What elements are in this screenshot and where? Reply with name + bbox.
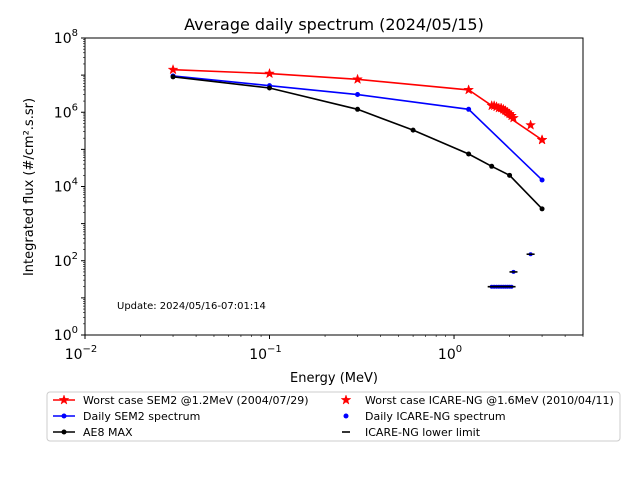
data-point	[489, 163, 495, 169]
legend-label: ICARE-NG lower limit	[365, 426, 481, 439]
series-3	[486, 99, 548, 145]
legend: Worst case SEM2 @1.2MeV (2004/07/29) Dail…	[46, 391, 621, 442]
x-tick-label: 100	[438, 344, 462, 363]
axis-ticks: 100 102 104 106 108 10−2 10−1 100	[54, 28, 584, 363]
legend-frame	[46, 391, 621, 442]
data-point	[355, 106, 361, 112]
data-point	[170, 74, 176, 80]
data-point	[507, 172, 513, 178]
y-tick-label: 106	[54, 102, 78, 121]
series-2	[170, 74, 545, 212]
legend-marker	[61, 429, 67, 435]
legend-marker	[58, 394, 70, 405]
y-tick-label: 108	[54, 28, 78, 47]
x-tick-label: 10−2	[65, 344, 98, 363]
legend-label: Daily ICARE-NG spectrum	[365, 410, 506, 423]
plot-frame	[84, 37, 584, 336]
legend-entry: Daily ICARE-NG spectrum	[343, 410, 506, 423]
data-point	[466, 151, 472, 157]
x-axis-label: Energy (MeV)	[290, 371, 378, 386]
data-point	[264, 67, 275, 79]
data-point	[463, 84, 475, 95]
data-point	[352, 73, 364, 84]
legend-entry: Worst case SEM2 @1.2MeV (2004/07/29)	[53, 394, 308, 407]
series-4	[489, 252, 533, 289]
data-point	[167, 63, 179, 75]
plot-area	[167, 63, 548, 289]
x-tick-label: 10−1	[249, 344, 282, 363]
y-tick-label: 104	[54, 177, 78, 196]
y-tick-label: 102	[54, 251, 78, 270]
data-point	[267, 85, 273, 91]
data-point	[508, 112, 519, 123]
data-point	[410, 127, 416, 133]
update-annotation: Update: 2024/05/16-07:01:14	[117, 301, 266, 312]
series-1	[170, 73, 545, 183]
series-5	[487, 253, 535, 288]
legend-label: Worst case ICARE-NG @1.6MeV (2010/04/11)	[365, 394, 614, 407]
legend-entry: Worst case ICARE-NG @1.6MeV (2010/04/11)	[340, 394, 614, 407]
legend-entry: AE8 MAX	[53, 426, 133, 439]
legend-label: AE8 MAX	[83, 426, 133, 439]
series-line	[172, 76, 543, 210]
data-point	[466, 106, 472, 112]
legend-marker	[340, 394, 352, 405]
data-point	[536, 134, 548, 145]
y-tick-label: 100	[54, 325, 78, 344]
data-point	[539, 177, 545, 183]
y-axis-label: Integrated flux (#/cm².s.sr)	[22, 98, 37, 276]
data-point	[355, 92, 361, 98]
legend-entry: Daily SEM2 spectrum	[53, 410, 200, 423]
legend-label: Daily SEM2 spectrum	[83, 410, 200, 423]
data-point	[525, 119, 537, 130]
chart-title: Average daily spectrum (2024/05/15)	[184, 15, 484, 34]
legend-marker	[61, 413, 67, 419]
data-point	[539, 206, 545, 212]
legend-entry: ICARE-NG lower limit	[342, 426, 481, 439]
legend-label: Worst case SEM2 @1.2MeV (2004/07/29)	[83, 394, 308, 407]
legend-marker	[343, 413, 349, 419]
